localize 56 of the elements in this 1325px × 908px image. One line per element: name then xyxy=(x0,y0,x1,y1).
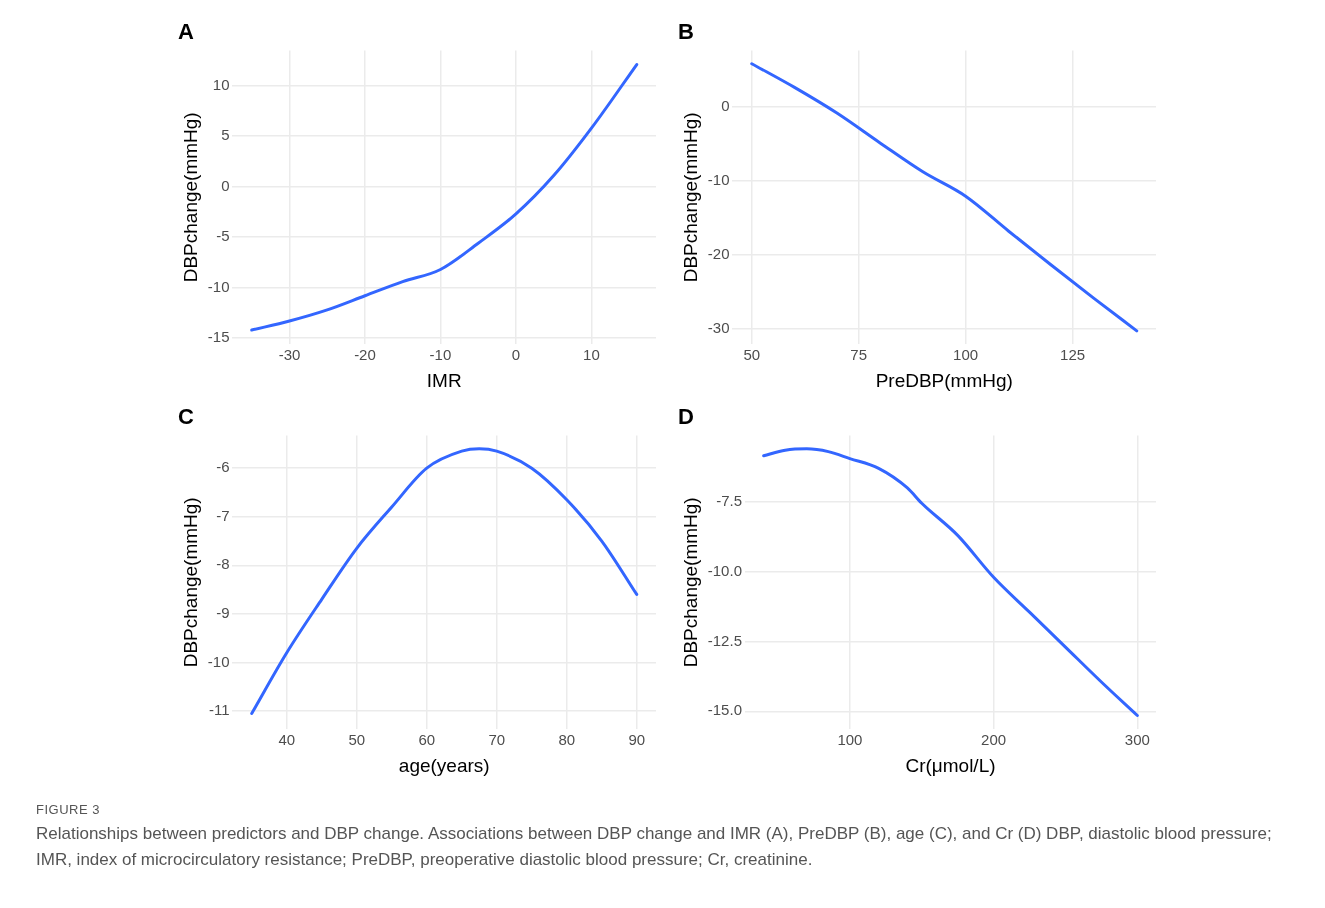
x-tick-label: 100 xyxy=(837,731,863,749)
x-tick-label: -20 xyxy=(354,346,376,364)
x-axis-title: IMR xyxy=(426,369,462,391)
x-tick-label: 40 xyxy=(278,731,296,749)
text: Relationships between predictors and DBP change. Associations between DBP change and IMR (A), PreDBP (B), age (C), and Cr (D) DBP, diastolic blood pressure; IMR, index of microcirculatory resistance; PreDBP, preoperative diastolic blood pressure; Cr, creatinine. xyxy=(36,823,1273,871)
y-tick-label: -7.5 xyxy=(716,492,742,510)
y-tick-label: 10 xyxy=(212,75,230,93)
y-tick-label: -30 xyxy=(707,318,730,336)
y-axis-title: DBPchange(mmHg) xyxy=(679,112,701,283)
y-tick-label: -9 xyxy=(216,604,230,622)
y-tick-label: -10 xyxy=(707,170,730,188)
x-tick-label: 10 xyxy=(583,346,600,364)
y-tick-label: -20 xyxy=(707,244,730,262)
line-series xyxy=(750,62,1139,333)
chart-title: D xyxy=(678,404,694,430)
y-tick-label: -10 xyxy=(207,652,230,670)
x-tick-label: 70 xyxy=(488,731,506,749)
y-tick-label: 0 xyxy=(221,176,230,194)
chart-title: B xyxy=(678,19,694,45)
y-tick-label: -5 xyxy=(216,227,230,245)
y-tick-label: -7 xyxy=(216,506,230,524)
x-tick-label: 75 xyxy=(850,346,868,364)
line-series xyxy=(762,447,1139,718)
y-tick-label: -10.0 xyxy=(707,561,742,579)
y-tick-label: -12.5 xyxy=(707,631,742,649)
x-tick-label: 50 xyxy=(348,731,366,749)
caption: FIGURE 3 xyxy=(36,802,101,817)
x-tick-label: 60 xyxy=(418,731,436,749)
x-axis-title: Cr(μmol/L) xyxy=(905,754,996,776)
y-axis-title: DBPchange(mmHg) xyxy=(679,497,701,668)
x-tick-label: 200 xyxy=(981,731,1007,749)
y-tick-label: -15.0 xyxy=(707,701,742,719)
x-tick-label: 50 xyxy=(743,346,761,364)
line-series xyxy=(250,63,639,332)
y-axis-title: DBPchange(mmHg) xyxy=(179,497,201,668)
line-series xyxy=(250,447,639,715)
x-tick-label: 0 xyxy=(511,346,521,364)
y-tick-label: -11 xyxy=(208,701,230,719)
x-tick-label: 100 xyxy=(953,346,979,364)
y-axis-title: DBPchange(mmHg) xyxy=(179,112,201,283)
chart-title: A xyxy=(178,19,194,45)
x-tick-label: 125 xyxy=(1060,346,1086,364)
y-tick-label: -8 xyxy=(216,555,230,573)
y-tick-label: -10 xyxy=(207,277,230,295)
x-tick-label: 90 xyxy=(628,731,646,749)
y-tick-label: 5 xyxy=(221,126,230,144)
x-tick-label: -30 xyxy=(278,346,301,364)
x-tick-label: 80 xyxy=(558,731,576,749)
y-tick-label: -6 xyxy=(216,458,230,476)
chart-title: C xyxy=(178,404,194,430)
x-axis-title: PreDBP(mmHg) xyxy=(875,369,1013,391)
y-tick-label: 0 xyxy=(721,96,730,114)
x-tick-label: 300 xyxy=(1124,731,1150,749)
x-axis-title: age(years) xyxy=(398,754,490,776)
y-tick-label: -15 xyxy=(207,328,230,346)
x-tick-label: -10 xyxy=(429,346,452,364)
